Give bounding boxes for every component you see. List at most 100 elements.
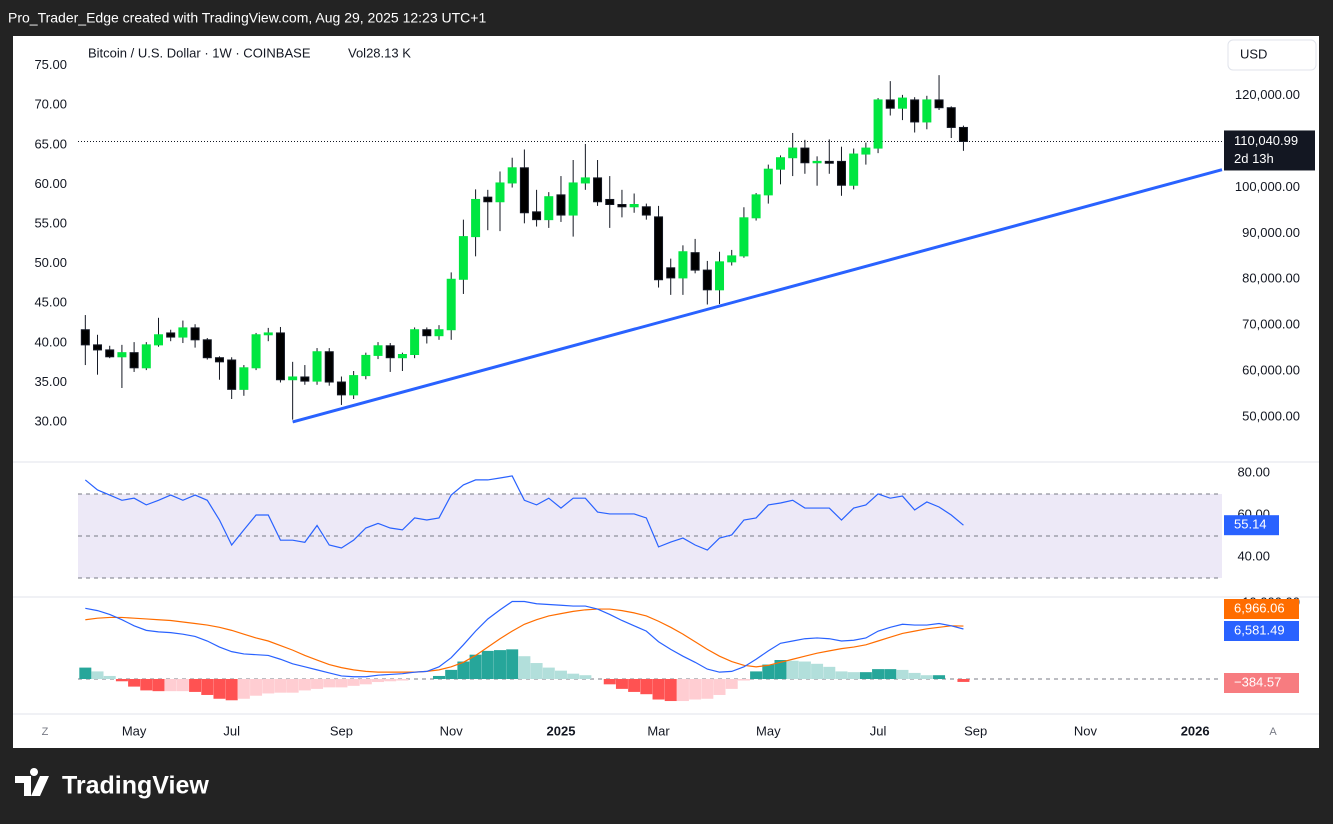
candle-body	[934, 99, 944, 109]
histogram-bar	[493, 650, 506, 680]
value-label-box	[1224, 515, 1279, 536]
candle-body	[251, 334, 261, 369]
candle-body	[178, 327, 188, 338]
candle-body	[617, 204, 627, 208]
volume-label: Vol28.13 K	[348, 45, 411, 60]
candle-body	[654, 216, 664, 281]
scale-button[interactable]	[36, 723, 54, 741]
candle-body	[483, 196, 493, 203]
brand-name: TradingView	[62, 772, 209, 800]
plot: May Jul Sep Nov 2025 Mar May Jul Sep Nov 2026 50,00…	[13, 57, 1319, 738]
histogram-bar	[372, 679, 385, 683]
candle-body	[275, 332, 285, 381]
candle-body	[958, 126, 968, 142]
histogram-bar	[713, 679, 726, 695]
histogram-bar	[323, 679, 336, 688]
candle-body	[885, 99, 895, 109]
candle-body	[361, 354, 371, 377]
value-label-box	[1224, 621, 1299, 641]
histogram-bar	[103, 675, 116, 680]
histogram-bar	[933, 675, 946, 680]
histogram-bar	[542, 667, 555, 680]
y-tick-label: 100,000.00	[1235, 179, 1300, 194]
candle-body	[202, 339, 212, 359]
histogram-bar	[518, 656, 531, 680]
candle-body	[495, 182, 505, 203]
histogram-bar	[176, 679, 189, 692]
histogram-bar	[689, 679, 702, 700]
histogram-bar	[750, 671, 763, 680]
histogram-bar	[957, 679, 970, 682]
histogram-bar	[298, 679, 311, 691]
candle-body	[678, 251, 688, 279]
histogram-bar	[554, 670, 567, 680]
y2-tick-label: 65.00	[34, 136, 67, 151]
histogram-bar	[725, 679, 738, 689]
y2-tick-label: 40.00	[34, 334, 67, 349]
value-label: 55.14	[1234, 517, 1267, 532]
x-tick-label: May	[756, 723, 781, 738]
candle-body	[129, 352, 139, 369]
chart-card	[13, 36, 1319, 748]
candle-body	[727, 255, 737, 263]
price-label-box	[1224, 130, 1315, 171]
histogram-bar	[664, 679, 677, 702]
candle-body	[873, 99, 883, 149]
candle-body	[641, 206, 651, 216]
candle-body	[336, 381, 346, 396]
histogram-bar	[530, 663, 543, 680]
candle-body	[702, 269, 712, 291]
histogram-bar	[774, 660, 787, 680]
x-tick-label: Sep	[964, 723, 987, 738]
currency-button[interactable]	[1227, 39, 1317, 71]
candle-body	[458, 236, 468, 280]
candle-body	[824, 160, 834, 164]
countdown-label: 2d 13h	[1234, 151, 1274, 166]
candle-body	[519, 167, 529, 214]
x-tick-label: Jul	[223, 723, 240, 738]
y-tick-label: 40.00	[1237, 548, 1270, 563]
candle-body	[946, 107, 956, 128]
candle-body	[117, 352, 127, 358]
histogram-bar	[152, 679, 165, 692]
candle-body	[544, 196, 554, 221]
x-tick-label: Nov	[440, 723, 464, 738]
y-tick-label: 50,000.00	[1242, 408, 1300, 423]
candle-body	[751, 194, 761, 219]
histogram-bar	[115, 679, 128, 682]
value-label: 6,581.49	[1234, 622, 1285, 637]
histogram-bar	[859, 672, 872, 680]
x-tick-label: Nov	[1074, 723, 1098, 738]
candle-body	[422, 329, 432, 337]
histogram-bar	[579, 675, 592, 680]
candle-body	[105, 349, 115, 358]
histogram-bar	[433, 675, 446, 680]
histogram-bar	[701, 679, 714, 699]
histogram-bar	[445, 669, 458, 680]
histogram-bar	[225, 679, 238, 701]
histogram-bar	[262, 679, 275, 694]
histogram-bar	[896, 669, 909, 680]
histogram-bar	[396, 679, 409, 681]
candle-body	[580, 177, 590, 184]
logo-mark	[15, 767, 49, 796]
candle-body	[214, 357, 224, 363]
histogram-bar	[274, 679, 287, 693]
histogram-bar	[457, 661, 470, 680]
y-tick-label: 90,000.00	[1242, 225, 1300, 240]
candle-body	[263, 332, 273, 336]
histogram-bar	[335, 679, 348, 688]
histogram-bar	[384, 679, 397, 682]
candle-body	[629, 204, 639, 208]
histogram-bar	[128, 679, 141, 687]
scale-button[interactable]	[1264, 723, 1282, 741]
candle-body	[690, 252, 700, 271]
histogram-bar	[359, 679, 372, 685]
histogram-bar	[652, 679, 665, 700]
candle-body	[239, 367, 249, 390]
candle-body	[812, 160, 822, 164]
candle-body	[861, 147, 871, 155]
histogram-bar	[835, 671, 848, 680]
symbol-title: Bitcoin / U.S. Dollar · 1W · COINBASE	[88, 45, 311, 60]
